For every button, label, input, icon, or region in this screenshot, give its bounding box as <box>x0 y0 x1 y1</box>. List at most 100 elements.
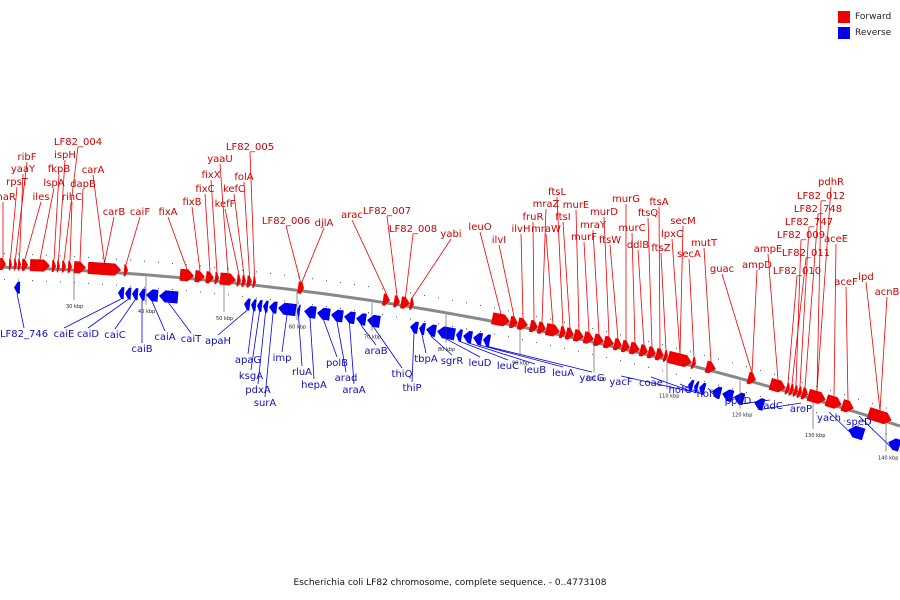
gene-arop[interactable] <box>753 397 766 411</box>
gene-mray[interactable] <box>592 333 605 348</box>
gene-acnb[interactable] <box>866 407 894 426</box>
gene-ksga[interactable] <box>256 299 263 313</box>
gene-kefc[interactable] <box>241 274 246 287</box>
gene-acef[interactable] <box>840 399 856 414</box>
gene-ampe[interactable] <box>768 378 788 394</box>
gene-fixb[interactable] <box>194 270 205 283</box>
gene-mraw[interactable] <box>544 323 561 338</box>
gene-ppdd[interactable] <box>721 388 735 403</box>
gene-leub[interactable] <box>462 330 474 344</box>
gene-leud[interactable] <box>436 325 456 341</box>
gene-fixx[interactable] <box>214 272 219 285</box>
gene-leua[interactable] <box>472 332 484 346</box>
gene-murd[interactable] <box>602 335 615 350</box>
gene-caid[interactable] <box>125 287 132 300</box>
gene-murg[interactable] <box>620 339 632 354</box>
gene-ftsl[interactable] <box>558 326 567 339</box>
gene-lf82-010[interactable] <box>784 382 791 396</box>
gene-fola[interactable] <box>246 275 252 288</box>
gene-pdxa[interactable] <box>262 300 269 313</box>
gene-lf82-747[interactable] <box>796 386 803 399</box>
gene-araa[interactable] <box>343 311 356 325</box>
gene-ftsw[interactable] <box>612 338 623 351</box>
gene-pdhr[interactable] <box>806 389 828 406</box>
gene-yaau[interactable] <box>219 272 236 287</box>
gene-mure[interactable] <box>572 329 585 343</box>
gene-iles[interactable] <box>21 258 28 271</box>
gene-rlua[interactable] <box>296 304 301 317</box>
gene-lf82-746[interactable] <box>14 281 21 294</box>
gene-fkpb[interactable] <box>51 260 57 273</box>
gene-murf[interactable] <box>582 331 595 345</box>
reverse-label: Reverse <box>855 28 892 38</box>
gene-apah[interactable] <box>243 298 251 311</box>
gene-ftsi[interactable] <box>564 327 575 340</box>
gene-yacf[interactable] <box>687 379 695 392</box>
gene-arab[interactable] <box>355 312 367 326</box>
gene-sgrr[interactable] <box>425 323 437 337</box>
dot-mark <box>564 321 565 323</box>
gene-lf82-005[interactable] <box>252 276 256 289</box>
gene-ddlb[interactable] <box>638 344 650 358</box>
gene-hepa[interactable] <box>303 305 317 319</box>
gene-arad[interactable] <box>330 309 344 323</box>
gene-rpst[interactable] <box>8 258 12 271</box>
gene-lspa[interactable] <box>29 259 50 272</box>
gene-leuo[interactable] <box>491 312 511 327</box>
gene-rihc[interactable] <box>67 260 73 273</box>
gene-lf82-011[interactable] <box>788 383 795 397</box>
gene-djla[interactable] <box>299 281 304 294</box>
gene-yaay[interactable] <box>17 258 21 271</box>
gene-imp[interactable] <box>277 302 297 317</box>
gene-yacg[interactable] <box>482 334 492 347</box>
gene-secm[interactable] <box>666 351 693 368</box>
gene-lf82-004[interactable] <box>61 260 67 273</box>
gene-mraz[interactable] <box>536 321 547 334</box>
gene-thip[interactable] <box>409 321 419 334</box>
gene-hofc[interactable] <box>698 382 707 395</box>
gene-apag[interactable] <box>250 299 257 312</box>
gene-cait[interactable] <box>159 290 179 304</box>
gene-lf82-009[interactable] <box>792 384 799 398</box>
gene-caib[interactable] <box>139 288 146 301</box>
gene-polb[interactable] <box>316 307 331 321</box>
gene-lf82-008[interactable] <box>400 296 411 309</box>
gene-fixc[interactable] <box>205 271 214 284</box>
gene-ftsz[interactable] <box>662 349 670 363</box>
gene-tbpa[interactable] <box>418 322 426 336</box>
gene-acee[interactable] <box>824 394 844 410</box>
gene-thiq[interactable] <box>366 314 381 328</box>
gene-keff[interactable] <box>236 274 241 287</box>
gene-label-murg: murG <box>612 194 640 205</box>
gene-ribf[interactable] <box>13 258 17 271</box>
gene-arac[interactable] <box>382 293 391 306</box>
gene-features[interactable] <box>0 258 900 452</box>
gene-sura[interactable] <box>268 301 278 314</box>
gene-isph[interactable] <box>56 260 61 273</box>
gene-murc[interactable] <box>628 341 641 356</box>
gene-caie[interactable] <box>118 287 125 300</box>
gene-coae[interactable] <box>693 381 700 394</box>
gene-ftsa[interactable] <box>654 348 666 362</box>
gene-hofb[interactable] <box>711 385 723 400</box>
gene-caia[interactable] <box>146 289 159 302</box>
gene-dapb[interactable] <box>73 261 87 274</box>
gene-ilvh[interactable] <box>516 317 529 331</box>
gene-caic[interactable] <box>132 288 139 301</box>
gene-ftsq[interactable] <box>646 346 658 360</box>
gene-fixa[interactable] <box>179 268 194 282</box>
gene-nhar[interactable] <box>0 258 6 271</box>
gene-yach[interactable] <box>847 424 866 441</box>
gene-caif[interactable] <box>123 264 129 277</box>
gene-lf82-007[interactable] <box>393 295 401 308</box>
gene-lf82-748[interactable] <box>800 387 809 400</box>
gene-frur[interactable] <box>528 319 539 333</box>
gene-yabi[interactable] <box>409 297 415 310</box>
gene-mutt[interactable] <box>704 360 718 375</box>
gene-ampd[interactable] <box>746 371 758 386</box>
gene-sped[interactable] <box>886 437 900 452</box>
gene-seca[interactable] <box>690 357 698 370</box>
gene-leuc[interactable] <box>455 329 464 342</box>
gene-ilvi[interactable] <box>508 315 519 329</box>
gene-carb[interactable] <box>87 261 122 276</box>
